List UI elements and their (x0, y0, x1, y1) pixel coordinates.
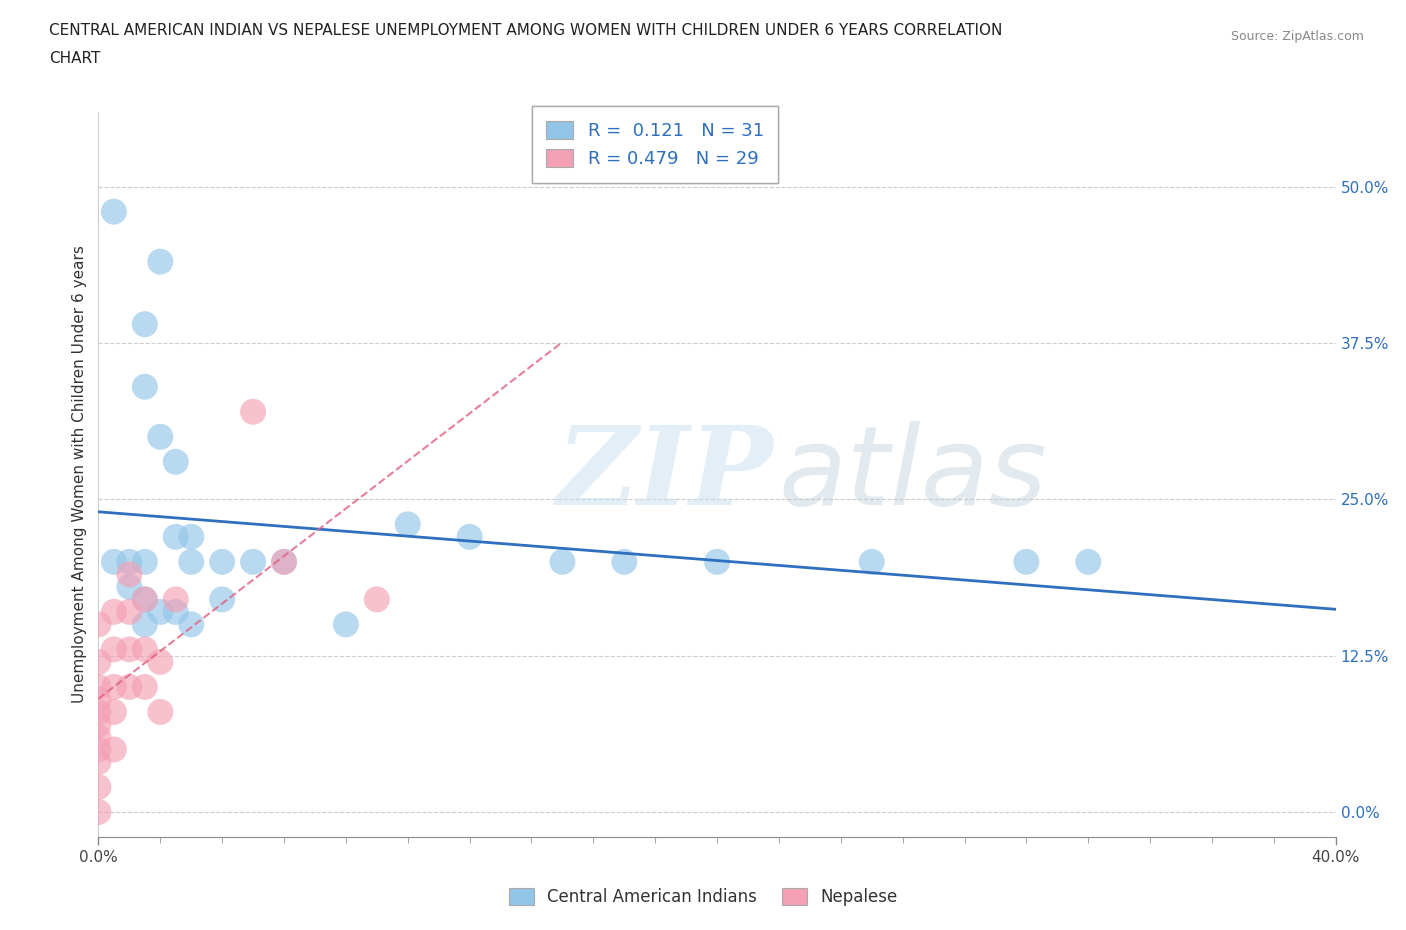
Y-axis label: Unemployment Among Women with Children Under 6 years: Unemployment Among Women with Children U… (72, 246, 87, 703)
Point (118, 567, 141, 582)
Point (103, 554, 125, 569)
Point (242, 405, 264, 419)
Point (87, 717, 110, 732)
Point (118, 642, 141, 657)
Point (118, 554, 141, 569)
Point (103, 205, 125, 219)
Point (860, 554, 883, 569)
Point (165, 591, 187, 606)
Point (103, 742, 125, 757)
Point (134, 680, 156, 695)
Point (134, 379, 156, 394)
Point (87, 779, 110, 794)
Point (211, 591, 233, 606)
Point (366, 591, 388, 606)
Point (87, 655, 110, 670)
Point (273, 554, 295, 569)
Point (118, 680, 141, 695)
Point (149, 430, 172, 445)
Text: ZIP: ZIP (557, 420, 773, 528)
Point (613, 554, 636, 569)
Point (118, 579, 141, 594)
Point (335, 617, 357, 631)
Point (211, 554, 233, 569)
Point (458, 529, 481, 544)
Point (706, 554, 728, 569)
Point (180, 617, 202, 631)
Point (87, 742, 110, 757)
Legend: R =  0.121   N = 31, R = 0.479   N = 29: R = 0.121 N = 31, R = 0.479 N = 29 (531, 106, 779, 182)
Text: Source: ZipAtlas.com: Source: ZipAtlas.com (1230, 30, 1364, 43)
Point (1077, 554, 1099, 569)
Point (149, 254, 172, 269)
Point (242, 554, 264, 569)
Point (134, 591, 156, 606)
Point (134, 554, 156, 569)
Point (149, 604, 172, 619)
Point (134, 642, 156, 657)
Point (396, 517, 419, 532)
Legend: Central American Indians, Nepalese: Central American Indians, Nepalese (502, 881, 904, 912)
Text: CENTRAL AMERICAN INDIAN VS NEPALESE UNEMPLOYMENT AMONG WOMEN WITH CHILDREN UNDER: CENTRAL AMERICAN INDIAN VS NEPALESE UNEM… (49, 23, 1002, 38)
Point (134, 591, 156, 606)
Point (1015, 554, 1038, 569)
Point (165, 455, 187, 470)
Point (103, 680, 125, 695)
Text: CHART: CHART (49, 51, 101, 66)
Point (180, 554, 202, 569)
Text: atlas: atlas (779, 420, 1047, 528)
Point (87, 754, 110, 769)
Point (87, 729, 110, 744)
Point (165, 529, 187, 544)
Point (103, 604, 125, 619)
Point (273, 554, 295, 569)
Point (87, 680, 110, 695)
Point (180, 529, 202, 544)
Point (149, 705, 172, 720)
Point (134, 617, 156, 631)
Point (87, 705, 110, 720)
Point (134, 317, 156, 332)
Point (118, 604, 141, 619)
Point (165, 604, 187, 619)
Point (551, 554, 574, 569)
Point (103, 642, 125, 657)
Point (103, 705, 125, 720)
Point (87, 692, 110, 707)
Point (87, 804, 110, 819)
Point (87, 617, 110, 631)
Point (149, 655, 172, 670)
